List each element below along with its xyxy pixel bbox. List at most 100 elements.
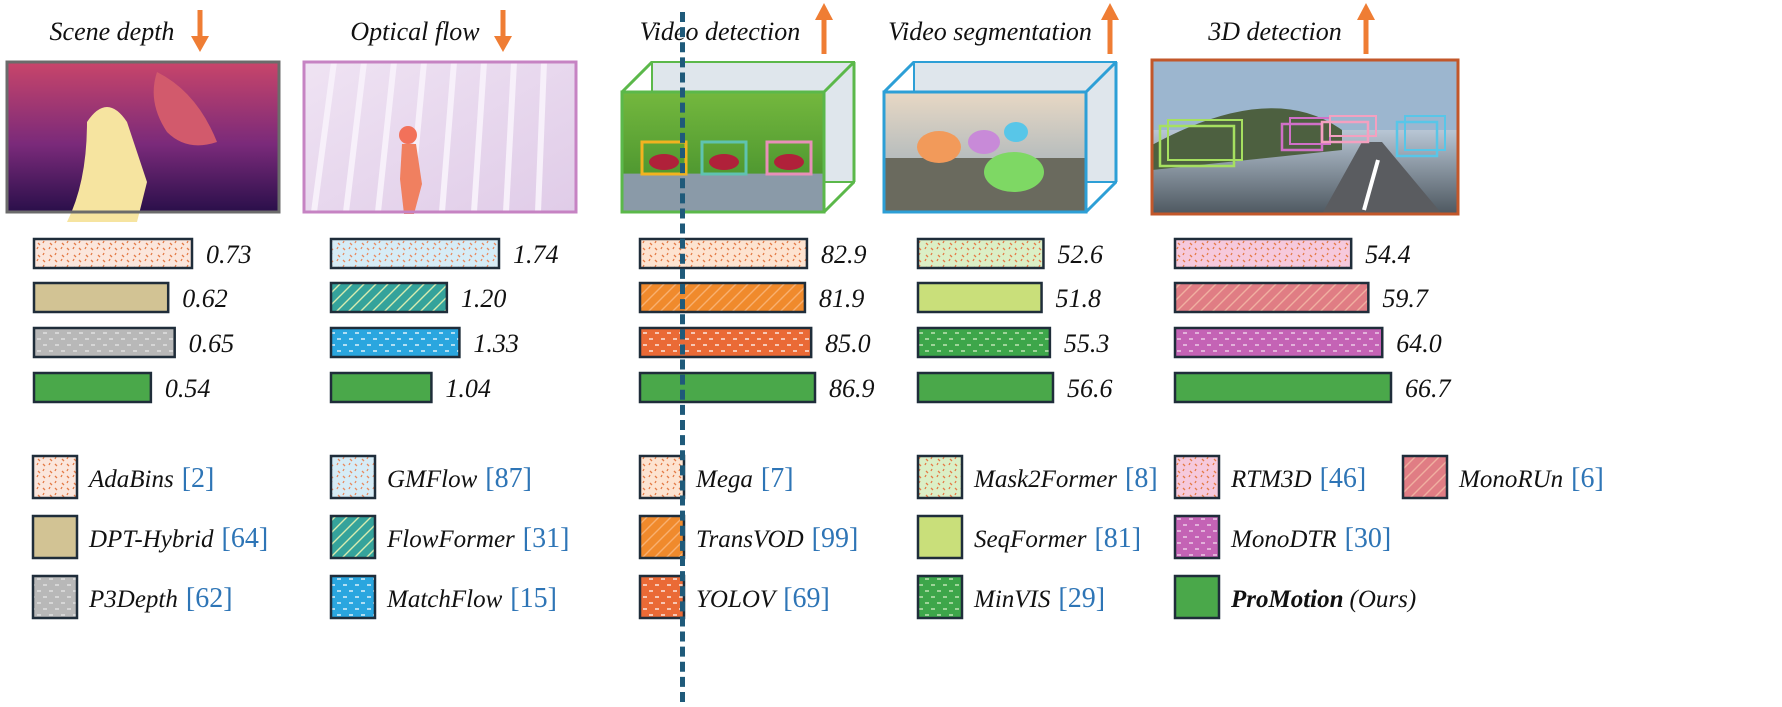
legend: AdaBins [2] DPT-Hybrid [64] P3Depth [62] GMFlo… <box>31 454 1604 620</box>
legend-label: Mega [7] <box>695 463 794 494</box>
bar-MinVIS <box>916 326 1052 359</box>
data-label: 85.0 <box>825 329 871 358</box>
data-label: 51.8 <box>1056 284 1102 313</box>
legend-label: Mask2Former [8] <box>973 463 1158 494</box>
bar-MatchFlow <box>329 326 461 359</box>
legend-swatch <box>31 454 79 500</box>
arrow-down-icon <box>494 10 512 52</box>
data-label: 66.7 <box>1405 374 1452 403</box>
legend-item-ours: ProMotion (Ours) <box>1173 574 1416 620</box>
legend-swatch <box>638 514 686 560</box>
video-segmentation-thumbnail <box>882 60 1118 214</box>
bar-chart: 52.6 51.8 55.3 56.6 <box>916 237 1113 404</box>
arrow-up-icon <box>815 3 833 54</box>
bar-ProMotion <box>1173 371 1393 404</box>
legend-item-GMFlow: GMFlow [87] <box>329 454 532 500</box>
data-label: 82.9 <box>821 240 867 269</box>
legend-label: TransVOD [99] <box>696 523 858 554</box>
arrow-up-icon <box>1357 3 1375 54</box>
legend-label: FlowFormer [31] <box>386 523 569 554</box>
task-title: Video segmentation <box>888 17 1092 46</box>
legend-swatch <box>916 574 964 620</box>
bar-ProMotion <box>638 371 817 404</box>
video-detection-thumbnail <box>620 60 856 214</box>
data-label: 0.62 <box>182 284 228 313</box>
bar-chart: 0.73 0.62 0.65 0.54 <box>32 237 252 404</box>
legend-swatch <box>1401 454 1449 500</box>
legend-label: RTM3D [46] <box>1230 463 1366 494</box>
legend-item-YOLOV: YOLOV [69] <box>638 574 830 620</box>
arrow-down-icon <box>191 10 209 52</box>
task-title: 3D detection <box>1207 17 1342 46</box>
legend-label: MatchFlow [15] <box>386 583 557 614</box>
legend-swatch <box>916 454 964 500</box>
bar-P3Depth <box>32 326 176 359</box>
bar-Mask2Former <box>916 237 1045 270</box>
task-title: Optical flow <box>350 17 480 46</box>
legend-swatch <box>1173 454 1221 500</box>
legend-label: ProMotion (Ours) <box>1230 586 1416 613</box>
legend-swatch <box>638 454 686 500</box>
legend-swatch <box>329 454 377 500</box>
data-label: 1.33 <box>473 329 519 358</box>
task-title: Scene depth <box>50 17 175 46</box>
legend-label: MonoRUn [6] <box>1458 463 1604 494</box>
data-label: 59.7 <box>1382 284 1429 313</box>
bar-ProMotion <box>32 371 153 404</box>
legend-item-FlowFormer: FlowFormer [31] <box>329 514 569 560</box>
data-label: 64.0 <box>1396 329 1442 358</box>
legend-item-AdaBins: AdaBins [2] <box>31 454 214 500</box>
bar-FlowFormer <box>329 281 449 314</box>
task-titles: Scene depth Optical flow Video detection Vi… <box>50 3 1375 54</box>
bar-RTM3D <box>1173 237 1353 270</box>
bar-AdaBins <box>32 237 194 270</box>
legend-item-TransVOD: TransVOD [99] <box>638 514 858 560</box>
legend-label: P3Depth [62] <box>88 583 233 614</box>
legend-item-Mega: Mega [7] <box>638 454 794 500</box>
bar-DPT-Hybrid <box>32 281 170 314</box>
data-label: 1.20 <box>461 284 507 313</box>
depth-map-thumbnail <box>5 60 281 222</box>
bar-TransVOD <box>638 281 807 314</box>
legend-item-SeqFormer: SeqFormer [81] <box>916 514 1141 560</box>
data-label: 1.74 <box>513 240 559 269</box>
legend-item-Mask2Former: Mask2Former [8] <box>916 454 1158 500</box>
legend-swatch <box>1173 514 1221 560</box>
legend-label: SeqFormer [81] <box>974 523 1141 554</box>
bar-GMFlow <box>329 237 501 270</box>
legend-swatch <box>1173 574 1221 620</box>
legend-label: GMFlow [87] <box>387 463 532 494</box>
bar-MonoRUn <box>1173 281 1370 314</box>
data-label: 56.6 <box>1067 374 1113 403</box>
data-label: 0.65 <box>189 329 235 358</box>
bar-chart: 82.9 81.9 85.0 86.9 <box>638 237 875 404</box>
legend-item-MonoRUn: MonoRUn [6] <box>1401 454 1604 500</box>
legend-swatch <box>329 514 377 560</box>
legend-item-MonoDTR: MonoDTR [30] <box>1173 514 1391 560</box>
data-label: 52.6 <box>1057 240 1103 269</box>
data-label: 86.9 <box>829 374 875 403</box>
bar-Mega <box>638 237 809 270</box>
data-label: 55.3 <box>1064 329 1110 358</box>
arrow-up-icon <box>1101 3 1119 54</box>
data-label: 81.9 <box>819 284 865 313</box>
bar-charts: 0.73 0.62 0.65 0.54 1.741.20 1.33 1.04 82.9 81.9… <box>32 237 1452 404</box>
legend-label: DPT-Hybrid [64] <box>88 523 268 554</box>
legend-item-MatchFlow: MatchFlow [15] <box>329 574 557 620</box>
legend-label: MonoDTR [30] <box>1230 523 1391 554</box>
legend-swatch <box>638 574 686 620</box>
legend-label: MinVIS [29] <box>973 583 1105 614</box>
task-title: Video detection <box>640 17 801 46</box>
data-label: 1.04 <box>445 374 491 403</box>
legend-label: AdaBins [2] <box>87 463 214 494</box>
legend-item-P3Depth: P3Depth [62] <box>31 574 233 620</box>
data-label: 54.4 <box>1365 240 1411 269</box>
task-thumbnails <box>5 58 1460 222</box>
legend-item-RTM3D: RTM3D [46] <box>1173 454 1366 500</box>
bar-chart: 1.741.20 1.33 1.04 <box>329 237 559 404</box>
legend-label: YOLOV [69] <box>696 583 830 614</box>
legend-swatch <box>329 574 377 620</box>
bar-YOLOV <box>638 326 813 359</box>
legend-swatch <box>916 514 964 560</box>
